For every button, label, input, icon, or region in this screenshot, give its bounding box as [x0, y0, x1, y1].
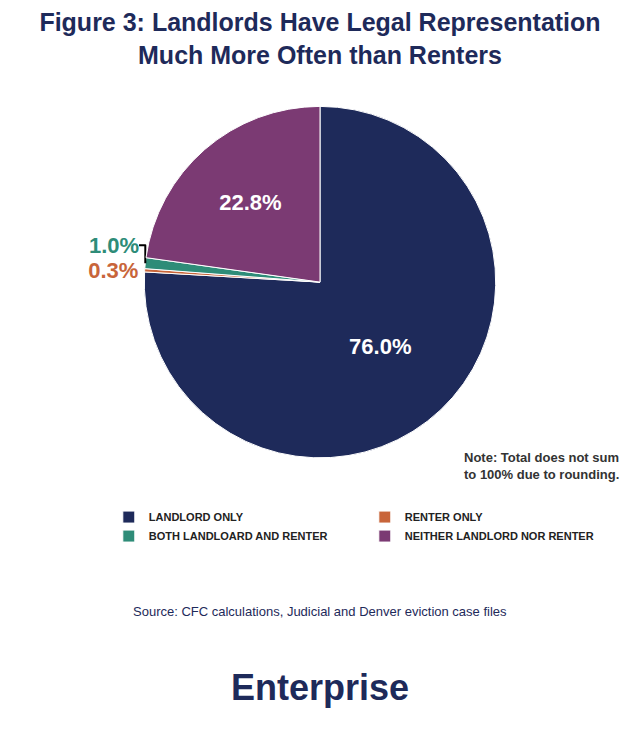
svg-text:22.8%: 22.8%	[219, 190, 281, 215]
svg-text:76.0%: 76.0%	[349, 334, 411, 359]
svg-text:Figure 3: Landlords Have Legal: Figure 3: Landlords Have Legal Represent…	[39, 8, 600, 69]
svg-text:BOTH LANDLOARD AND RENTER: BOTH LANDLOARD AND RENTER	[149, 530, 328, 542]
svg-text:Note: Total does not sumto 100: Note: Total does not sumto 100% due to r…	[464, 450, 619, 482]
svg-text:RENTER ONLY: RENTER ONLY	[405, 511, 483, 523]
svg-text:NEITHER LANDLORD NOR RENTER: NEITHER LANDLORD NOR RENTER	[405, 530, 594, 542]
svg-text:Source: CFC calculations, Judi: Source: CFC calculations, Judicial and D…	[133, 604, 507, 619]
svg-text:1.0%: 1.0%	[89, 233, 139, 258]
svg-text:0.3%: 0.3%	[88, 258, 138, 283]
svg-text:LANDLORD ONLY: LANDLORD ONLY	[149, 511, 244, 523]
svg-text:Enterprise: Enterprise	[231, 667, 409, 708]
